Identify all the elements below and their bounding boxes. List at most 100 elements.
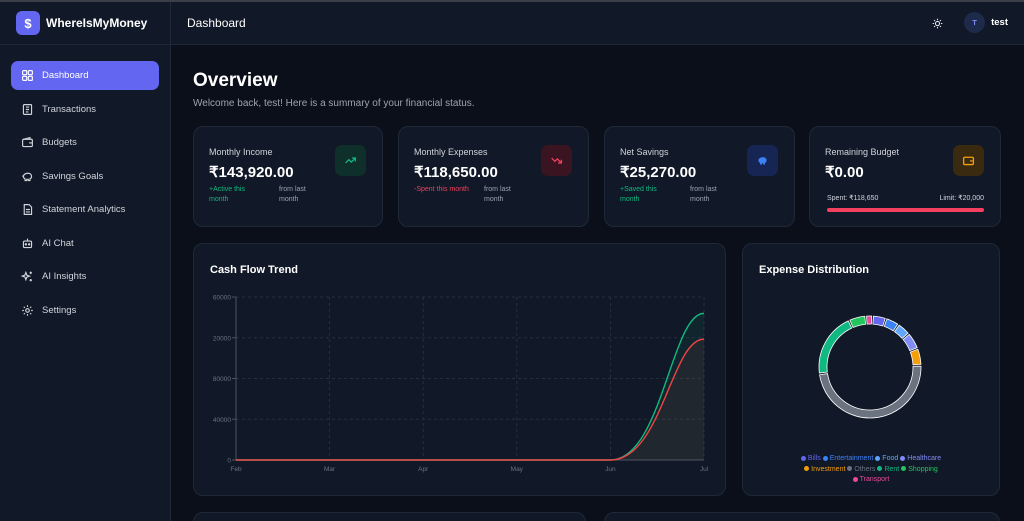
sidebar-item-label: Settings [42,304,77,316]
x-tick-label: Jun [605,466,616,473]
stat-label: Monthly Income [209,147,273,157]
sparkles-icon [21,270,32,282]
slice-bills [872,315,886,327]
savings-card: Net Savings ₹25,270.00 +Saved this month… [604,126,795,227]
expense-donut-chart [818,315,922,419]
series-area [236,313,704,460]
legend-label: Entertainment [829,455,874,462]
sidebar-item-label: Transactions [42,103,97,115]
expense-card: Expense Distribution Bills Entertainment F… [742,243,1000,496]
legend-item-others[interactable]: Others [847,465,875,476]
x-tick-label: Mar [324,466,336,473]
sun-icon [932,18,942,28]
slice-rent [818,320,853,374]
series-line [235,338,705,461]
y-tick-label: 40000 [213,417,231,424]
legend-label: Healthcare [907,455,942,462]
expenses-card: Monthly Expenses ₹118,650.00 -Spent this… [398,126,589,227]
stat-from: from last month [484,186,511,203]
legend-label: Transport [859,476,890,483]
document-icon [23,204,33,215]
x-tick-label: May [511,466,524,473]
expense-title: Expense Distribution [759,264,870,276]
theme-toggle-button[interactable] [928,14,946,32]
legend-item-transport[interactable]: Transport [852,475,890,486]
slice-transport [866,315,873,325]
legend-label: Shopping [908,465,938,473]
cashflow-title: Cash Flow Trend [210,264,299,276]
user-menu[interactable]: T test [964,12,1008,33]
overview-title: Overview [193,70,278,91]
sidebar-item-label: Budgets [42,137,77,148]
x-tick-label: Jul [700,466,709,473]
stat-value: ₹118,650.00 [414,164,498,181]
brand-name: WhereIsMyMoney [46,16,148,30]
slice-investment [909,348,922,366]
stat-from: from last month [690,186,717,203]
legend-swatch [900,455,906,461]
sidebar-item-dashboard[interactable]: Dashboard [11,61,159,90]
stat-label: Net Savings [620,147,669,157]
slice-food [894,324,909,339]
y-tick-label: 60000 [213,295,231,302]
y-tick-label: 0 [227,458,231,465]
sidebar-item-label: AI Chat [42,237,74,249]
stat-value: ₹25,270.00 [620,164,697,181]
legend-item-rent[interactable]: Rent [877,465,899,476]
sidebar-nav: Dashboard Transactions Budgets Savings G… [0,45,170,325]
sidebar-item-transactions[interactable]: Transactions [11,95,159,124]
legend-label: Food [882,455,899,462]
legend-item-shopping[interactable]: Shopping [901,465,938,476]
cashflow-card: Cash Flow Trend 60000 20000 80000 40000 0 Feb… [193,243,726,496]
legend-item-entertainment[interactable]: Entertainment [822,454,874,465]
legend-swatch [877,466,883,472]
legend-label: Others [854,465,876,473]
sidebar-item-budgets[interactable]: Budgets [11,128,159,157]
stat-label: Remaining Budget [825,147,900,157]
sidebar-item-ai-chat[interactable]: AI Chat [11,229,159,258]
budget-progress-bar [827,208,984,212]
bot-icon [22,238,33,248]
y-tick-label: 80000 [213,376,231,383]
legend-item-food[interactable]: Food [875,454,898,465]
slice-healthcare [902,333,918,352]
series-line [235,312,705,461]
sidebar-item-label: Dashboard [42,70,89,81]
remaining-budget-card: Remaining Budget ₹0.00 Spent: ₹118,650 L… [809,126,1001,227]
legend-item-healthcare[interactable]: Healthcare [900,454,941,465]
dollar-logo-icon: $ [16,11,40,35]
slice-entertainment [883,318,899,332]
stat-change: -Spent this month [414,186,469,193]
sidebar-item-ai-insights[interactable]: AI Insights [11,262,159,291]
stat-value: ₹0.00 [825,164,864,181]
stat-change: +Saved this month [620,186,657,203]
grid-icon [22,70,33,81]
sidebar: $ WhereIsMyMoney Dashboard Transactions … [0,2,171,521]
sidebar-item-savings-goals[interactable]: Savings Goals [11,162,159,191]
topbar: Dashboard T test [171,2,1024,45]
x-tick-label: Feb [230,466,242,473]
stat-label: Monthly Expenses [414,147,488,157]
stat-from: from last month [279,186,306,203]
budget-spent: Spent: ₹118,650 [827,195,879,202]
legend-item-investment[interactable]: Investment [804,465,845,476]
x-tick-label: Apr [418,466,429,473]
y-tick-label: 20000 [213,335,231,342]
sidebar-item-label: Statement Analytics [42,204,126,215]
legend-label: Bills [807,455,821,462]
brand[interactable]: $ WhereIsMyMoney [0,2,170,45]
series-area [236,339,704,460]
trend-up-icon [335,145,366,176]
page-title: Dashboard [187,16,246,30]
sidebar-item-settings[interactable]: Settings [11,296,159,325]
sidebar-item-label: Savings Goals [42,170,104,182]
legend-item-bills[interactable]: Bills [800,454,821,465]
piggy-bank-icon [22,172,33,181]
sidebar-item-statement-analytics[interactable]: Statement Analytics [11,195,159,224]
income-card: Monthly Income ₹143,920.00 +Active this … [193,126,383,227]
piggy-bank-icon [747,145,778,176]
chart-legend: Bills Entertainment Food Healthcare Investme… [743,454,999,486]
legend-label: Investment [811,465,846,473]
legend-swatch [901,466,907,472]
